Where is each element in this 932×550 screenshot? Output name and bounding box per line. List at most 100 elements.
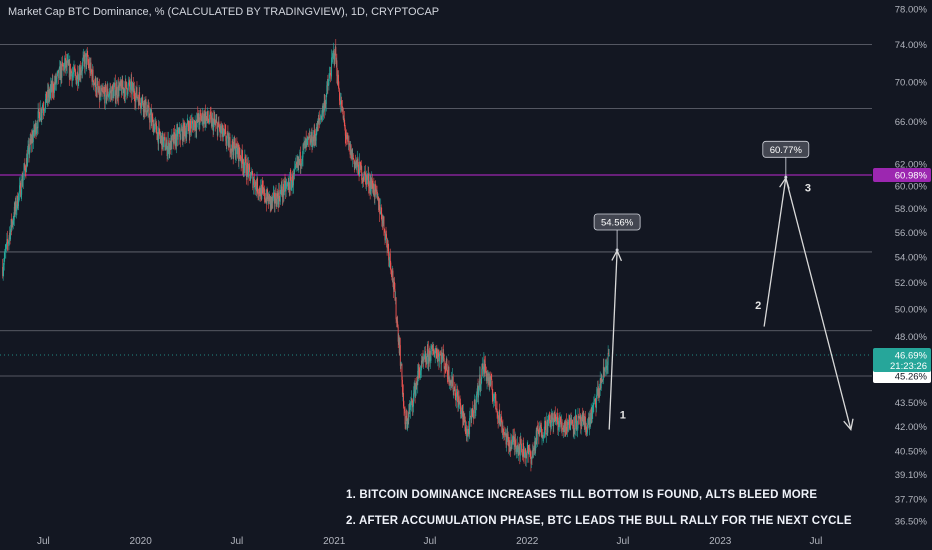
candle-body xyxy=(351,150,353,159)
candle-body xyxy=(254,186,256,190)
candle-body xyxy=(57,71,59,74)
candle-body xyxy=(369,180,371,191)
candle-body xyxy=(459,402,461,404)
candle-body xyxy=(206,111,208,118)
candle-body xyxy=(240,158,242,163)
candle-body xyxy=(539,427,541,433)
candle-body xyxy=(20,182,22,197)
candle-body xyxy=(487,373,489,377)
candle-body xyxy=(335,60,337,62)
candle-body xyxy=(199,113,201,114)
price-callout-label-1: 54.56% xyxy=(601,217,634,228)
candle-body xyxy=(63,64,64,67)
candle-body xyxy=(272,196,274,203)
candle-body xyxy=(477,385,479,398)
x-tick-label: 2023 xyxy=(709,536,732,547)
candle-body xyxy=(415,386,417,397)
candle-body xyxy=(106,88,108,96)
candle-body xyxy=(557,420,559,431)
candle-body xyxy=(242,165,244,169)
candle-body xyxy=(141,99,143,106)
candle-body xyxy=(364,172,366,176)
candle-body xyxy=(529,448,531,451)
candle-body xyxy=(343,118,345,123)
price-callout-2 xyxy=(762,140,810,158)
candle-body xyxy=(197,114,199,121)
candle-body xyxy=(324,103,326,112)
candle-body xyxy=(574,415,576,430)
candle-body xyxy=(553,418,555,427)
candle-body xyxy=(205,112,207,124)
candle-body xyxy=(450,380,452,384)
candle-body xyxy=(509,441,511,448)
candle-body xyxy=(281,193,283,198)
candle-body xyxy=(53,92,55,93)
candle-body xyxy=(252,173,254,188)
candle-body xyxy=(249,165,251,173)
candle-body xyxy=(390,262,392,271)
candle-body xyxy=(396,319,398,322)
candle-body xyxy=(403,393,404,407)
candle-body xyxy=(244,156,246,166)
candle-body xyxy=(395,297,397,320)
candle-body xyxy=(305,139,307,142)
candle-body xyxy=(368,186,370,189)
candle-body xyxy=(361,166,363,181)
candle-body xyxy=(132,83,134,93)
candle-body xyxy=(101,87,103,92)
candle-body xyxy=(263,188,265,199)
candle-body xyxy=(93,80,95,86)
candle-body xyxy=(137,97,139,99)
candle-body xyxy=(57,69,59,72)
candle-body xyxy=(439,354,441,356)
candle-body xyxy=(510,439,512,449)
candle-body xyxy=(309,138,311,145)
candle-body xyxy=(273,192,275,204)
candle-body xyxy=(215,121,217,123)
candle-body xyxy=(149,114,151,123)
candle-body xyxy=(96,84,98,93)
candle-body xyxy=(387,244,389,248)
candle-body xyxy=(215,122,217,124)
candle-body xyxy=(360,166,362,170)
candle-body xyxy=(404,408,405,411)
x-tick-label: Jul xyxy=(231,536,244,547)
candle-body xyxy=(482,363,484,375)
candle-body xyxy=(401,379,403,395)
candle-body xyxy=(164,137,166,151)
candle-body xyxy=(102,91,104,93)
arrow-label-2: 2 xyxy=(755,300,761,312)
candle-body xyxy=(224,130,226,132)
candle-body xyxy=(264,198,266,200)
candle-body xyxy=(537,429,539,434)
candle-body xyxy=(239,147,240,155)
candle-body xyxy=(471,408,473,410)
candle-body xyxy=(470,416,472,420)
candle-body xyxy=(356,160,358,168)
candle-body xyxy=(52,83,54,92)
candle-body xyxy=(269,195,271,206)
candle-body xyxy=(477,385,478,394)
candle-body xyxy=(256,185,257,192)
candle-body xyxy=(506,433,508,439)
candle-body xyxy=(366,175,367,186)
y-tick-label: 54.00% xyxy=(895,252,928,263)
candle-body xyxy=(316,123,318,132)
candle-body xyxy=(502,428,504,429)
time-axis-bg xyxy=(0,530,932,550)
candle-body xyxy=(257,178,258,193)
candle-body xyxy=(580,415,582,426)
candle-body xyxy=(260,186,262,196)
candle-body xyxy=(60,66,62,78)
candle-body xyxy=(181,128,183,131)
candle-body xyxy=(153,124,155,132)
candle-body xyxy=(17,205,19,209)
candle-body xyxy=(77,72,79,84)
candle-body xyxy=(556,412,558,421)
resistance-price-badge xyxy=(873,167,931,182)
candle-body xyxy=(95,92,97,94)
candle-body xyxy=(436,357,438,362)
candle-body xyxy=(221,130,223,133)
candle-body xyxy=(362,177,364,181)
